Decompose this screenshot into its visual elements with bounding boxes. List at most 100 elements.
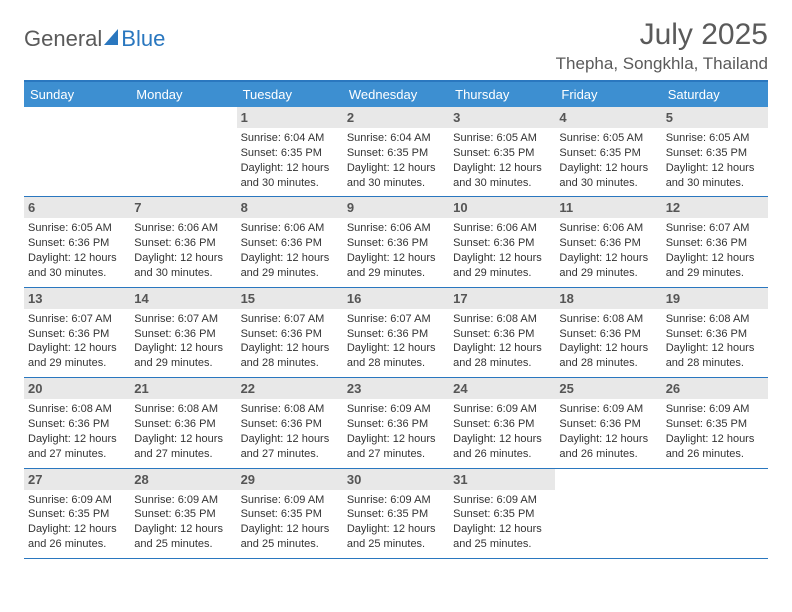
day-number: 23 (343, 378, 449, 399)
weeks-container: 001Sunrise: 6:04 AMSunset: 6:35 PMDaylig… (24, 107, 768, 559)
day-info: Sunrise: 6:06 AMSunset: 6:36 PMDaylight:… (241, 221, 339, 280)
day-number: 12 (662, 197, 768, 218)
day-info: Sunrise: 6:06 AMSunset: 6:36 PMDaylight:… (559, 221, 657, 280)
day-info: Sunrise: 6:07 AMSunset: 6:36 PMDaylight:… (666, 221, 764, 280)
day-info: Sunrise: 6:08 AMSunset: 6:36 PMDaylight:… (134, 402, 232, 461)
day-number: 4 (555, 107, 661, 128)
dow-thursday: Thursday (449, 82, 555, 107)
logo: General Blue (24, 26, 165, 52)
day-cell: 10 Sunrise: 6:06 AMSunset: 6:36 PMDayligh… (449, 197, 555, 286)
day-cell: 17Sunrise: 6:08 AMSunset: 6:36 PMDayligh… (449, 288, 555, 377)
day-info: Sunrise: 6:09 AMSunset: 6:36 PMDaylight:… (453, 402, 551, 461)
day-cell: 25 Sunrise: 6:09 AMSunset: 6:36 PMDayligh… (555, 378, 661, 467)
calendar: SundayMondayTuesdayWednesdayThursdayFrid… (24, 80, 768, 559)
day-info: Sunrise: 6:09 AMSunset: 6:36 PMDaylight:… (559, 402, 657, 461)
week-row: 13Sunrise: 6:07 AMSunset: 6:36 PMDayligh… (24, 288, 768, 378)
day-cell: 28Sunrise: 6:09 AMSunset: 6:35 PMDayligh… (130, 469, 236, 558)
day-number: 3 (449, 107, 555, 128)
day-cell: 6Sunrise: 6:05 AMSunset: 6:36 PMDaylight… (24, 197, 130, 286)
dow-tuesday: Tuesday (237, 82, 343, 107)
week-row: 001Sunrise: 6:04 AMSunset: 6:35 PMDaylig… (24, 107, 768, 197)
day-cell: 0 (130, 107, 236, 196)
day-cell: 30 Sunrise: 6:09 AMSunset: 6:35 PMDayligh… (343, 469, 449, 558)
day-cell: 23Sunrise: 6:09 AMSunset: 6:36 PMDayligh… (343, 378, 449, 467)
day-number: 19 (662, 288, 768, 309)
day-number: 25 (555, 378, 661, 399)
day-number: 28 (130, 469, 236, 490)
day-number: 1 (237, 107, 343, 128)
day-cell: 21 Sunrise: 6:08 AMSunset: 6:36 PMDayligh… (130, 378, 236, 467)
day-cell: 20Sunrise: 6:08 AMSunset: 6:36 PMDayligh… (24, 378, 130, 467)
day-number: 9 (343, 197, 449, 218)
day-number: 7 (130, 197, 236, 218)
day-number: 8 (237, 197, 343, 218)
dow-monday: Monday (130, 82, 236, 107)
day-cell: 2 Sunrise: 6:04 AMSunset: 6:35 PMDaylight… (343, 107, 449, 196)
day-cell: 8 Sunrise: 6:06 AMSunset: 6:36 PMDaylight… (237, 197, 343, 286)
day-info: Sunrise: 6:09 AMSunset: 6:35 PMDaylight:… (347, 493, 445, 552)
day-cell: 29Sunrise: 6:09 AMSunset: 6:35 PMDayligh… (237, 469, 343, 558)
week-row: 27 Sunrise: 6:09 AMSunset: 6:35 PMDayligh… (24, 469, 768, 559)
header: General Blue July 2025 Thepha, Songkhla,… (24, 18, 768, 74)
day-cell: 18 Sunrise: 6:08 AMSunset: 6:36 PMDayligh… (555, 288, 661, 377)
day-cell: 24 Sunrise: 6:09 AMSunset: 6:36 PMDayligh… (449, 378, 555, 467)
day-info: Sunrise: 6:05 AMSunset: 6:35 PMDaylight:… (666, 131, 764, 190)
day-info: Sunrise: 6:09 AMSunset: 6:35 PMDaylight:… (666, 402, 764, 461)
day-number: 31 (449, 469, 555, 490)
day-info: Sunrise: 6:06 AMSunset: 6:36 PMDaylight:… (453, 221, 551, 280)
day-cell: 27 Sunrise: 6:09 AMSunset: 6:35 PMDayligh… (24, 469, 130, 558)
day-number: 24 (449, 378, 555, 399)
day-number: 13 (24, 288, 130, 309)
day-cell: 9 Sunrise: 6:06 AMSunset: 6:36 PMDaylight… (343, 197, 449, 286)
day-number: 22 (237, 378, 343, 399)
day-cell: 13Sunrise: 6:07 AMSunset: 6:36 PMDayligh… (24, 288, 130, 377)
sail-icon (104, 29, 118, 45)
day-number: 10 (449, 197, 555, 218)
dow-saturday: Saturday (662, 82, 768, 107)
day-number: 14 (130, 288, 236, 309)
day-cell: 12 Sunrise: 6:07 AMSunset: 6:36 PMDayligh… (662, 197, 768, 286)
day-cell: 14 Sunrise: 6:07 AMSunset: 6:36 PMDayligh… (130, 288, 236, 377)
day-cell: 31Sunrise: 6:09 AMSunset: 6:35 PMDayligh… (449, 469, 555, 558)
dow-row: SundayMondayTuesdayWednesdayThursdayFrid… (24, 82, 768, 107)
day-info: Sunrise: 6:09 AMSunset: 6:35 PMDaylight:… (241, 493, 339, 552)
day-cell: 22Sunrise: 6:08 AMSunset: 6:36 PMDayligh… (237, 378, 343, 467)
day-cell: 7 Sunrise: 6:06 AMSunset: 6:36 PMDaylight… (130, 197, 236, 286)
day-info: Sunrise: 6:05 AMSunset: 6:35 PMDaylight:… (559, 131, 657, 190)
day-number: 6 (24, 197, 130, 218)
day-cell: 0 (662, 469, 768, 558)
day-info: Sunrise: 6:06 AMSunset: 6:36 PMDaylight:… (347, 221, 445, 280)
day-number: 27 (24, 469, 130, 490)
day-number: 2 (343, 107, 449, 128)
day-info: Sunrise: 6:04 AMSunset: 6:35 PMDaylight:… (347, 131, 445, 190)
day-cell: 1 Sunrise: 6:04 AMSunset: 6:35 PMDaylight… (237, 107, 343, 196)
logo-text-blue: Blue (121, 26, 165, 52)
day-info: Sunrise: 6:08 AMSunset: 6:36 PMDaylight:… (666, 312, 764, 371)
day-number: 5 (662, 107, 768, 128)
month-title: July 2025 (556, 18, 768, 52)
day-info: Sunrise: 6:08 AMSunset: 6:36 PMDaylight:… (559, 312, 657, 371)
day-number: 17 (449, 288, 555, 309)
day-info: Sunrise: 6:05 AMSunset: 6:35 PMDaylight:… (453, 131, 551, 190)
day-info: Sunrise: 6:07 AMSunset: 6:36 PMDaylight:… (241, 312, 339, 371)
dow-wednesday: Wednesday (343, 82, 449, 107)
day-cell: 0 (24, 107, 130, 196)
day-cell: 19 Sunrise: 6:08 AMSunset: 6:36 PMDayligh… (662, 288, 768, 377)
day-cell: 4 Sunrise: 6:05 AMSunset: 6:35 PMDaylight… (555, 107, 661, 196)
day-cell: 5 Sunrise: 6:05 AMSunset: 6:35 PMDaylight… (662, 107, 768, 196)
day-number: 16 (343, 288, 449, 309)
day-info: Sunrise: 6:07 AMSunset: 6:36 PMDaylight:… (134, 312, 232, 371)
day-number: 30 (343, 469, 449, 490)
day-info: Sunrise: 6:06 AMSunset: 6:36 PMDaylight:… (134, 221, 232, 280)
day-number: 21 (130, 378, 236, 399)
day-info: Sunrise: 6:09 AMSunset: 6:35 PMDaylight:… (28, 493, 126, 552)
day-cell: 0 (555, 469, 661, 558)
day-info: Sunrise: 6:04 AMSunset: 6:35 PMDaylight:… (241, 131, 339, 190)
day-number: 26 (662, 378, 768, 399)
day-number: 15 (237, 288, 343, 309)
week-row: 6Sunrise: 6:05 AMSunset: 6:36 PMDaylight… (24, 197, 768, 287)
day-info: Sunrise: 6:07 AMSunset: 6:36 PMDaylight:… (347, 312, 445, 371)
day-number: 18 (555, 288, 661, 309)
logo-text-general: General (24, 26, 102, 52)
day-info: Sunrise: 6:08 AMSunset: 6:36 PMDaylight:… (28, 402, 126, 461)
